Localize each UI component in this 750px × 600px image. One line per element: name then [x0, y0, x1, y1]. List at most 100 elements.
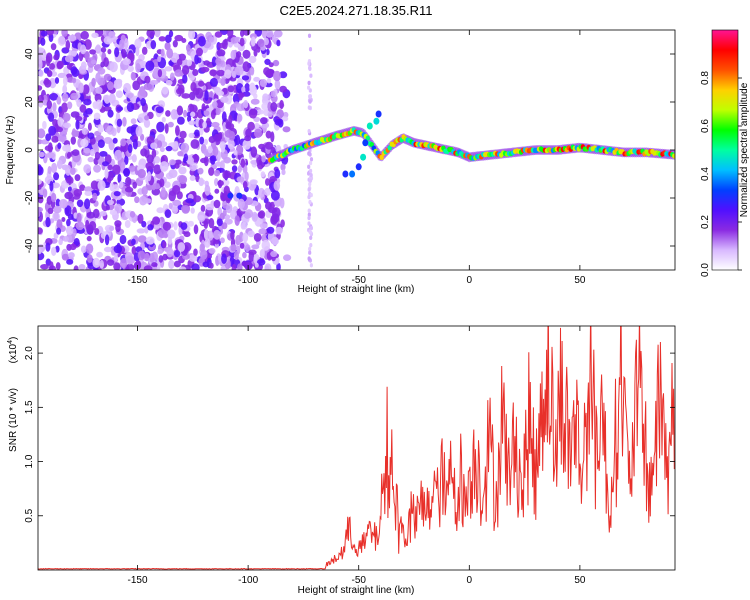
- spectrogram-cell: [216, 49, 226, 57]
- spectrogram-cell: [244, 135, 252, 142]
- spectrogram-cell: [273, 180, 281, 191]
- spectrogram-cell: [71, 149, 80, 157]
- spectrogram-cell: [207, 230, 214, 241]
- spectrogram-cell: [237, 92, 246, 98]
- spectrogram-cell: [38, 178, 42, 185]
- spectrogram-cell: [307, 85, 311, 90]
- spectrogram-cell: [250, 68, 255, 76]
- spectrogram-cell: [197, 167, 204, 175]
- spectrogram-cell: [215, 161, 223, 167]
- spectrogram-cell: [375, 110, 382, 118]
- spectrogram-cell: [208, 247, 216, 254]
- spectrogram-cell: [186, 156, 194, 165]
- spectrogram-cell: [220, 145, 226, 153]
- spectrogram-cell: [61, 217, 66, 222]
- spectrogram-cell: [309, 192, 313, 198]
- x-tick-label: 50: [574, 275, 586, 286]
- spectrogram-cell: [177, 151, 184, 157]
- spectrogram-cell: [157, 55, 162, 63]
- snr-series-line: [38, 326, 675, 570]
- x-tick-label: 0: [467, 575, 473, 586]
- spectrogram-cell: [264, 265, 270, 270]
- spectrogram-cell: [279, 99, 284, 110]
- spectrogram-cell: [105, 205, 110, 211]
- spectrogram-cell: [270, 190, 280, 201]
- spectrogram-cell: [50, 43, 57, 51]
- spectrogram-cell: [138, 60, 148, 69]
- colorbar-tick-label: 0.8: [700, 71, 711, 85]
- spectrogram-cell: [97, 67, 106, 75]
- spectrogram-cell: [309, 157, 314, 162]
- spectrogram-cell: [164, 34, 172, 43]
- snr-y-label: SNR (10 * v/v): [8, 388, 19, 452]
- spectrogram-cell: [251, 244, 260, 250]
- spectrogram-cell: [242, 139, 252, 150]
- spectrogram-cell: [165, 110, 171, 117]
- spectrogram-cell: [140, 133, 145, 141]
- spectrogram-cell: [49, 180, 54, 192]
- spectrogram-cell: [161, 86, 169, 95]
- spectrogram-cell: [62, 112, 71, 122]
- spectrogram-cell: [231, 263, 237, 270]
- spectrogram-cell: [76, 199, 84, 208]
- spectrogram-cell: [251, 211, 258, 222]
- spectrogram-cell: [189, 175, 196, 182]
- spectrogram-cell: [261, 155, 266, 163]
- spectrogram-cell: [174, 162, 180, 169]
- y-tick-label: 0.5: [24, 508, 35, 522]
- spectrogram-cell: [159, 146, 165, 153]
- spectrogram-cell: [49, 261, 54, 270]
- colorbar-tick-label: 0.6: [700, 119, 711, 133]
- spectrogram-cell: [240, 158, 246, 168]
- spectrogram-cell: [56, 126, 63, 133]
- x-tick-label: -100: [238, 575, 258, 586]
- spectrogram-cell: [260, 171, 266, 178]
- spectrogram-cell: [214, 31, 223, 38]
- spectrogram-cell: [172, 185, 181, 195]
- spectrogram-cell: [109, 209, 118, 216]
- spectrogram-x-ticks: -150 -100 -50 0 50: [128, 30, 586, 286]
- spectrogram-cell: [128, 165, 137, 172]
- spectrogram-cell: [168, 259, 175, 269]
- spectrogram-cell: [281, 169, 286, 176]
- spectrogram-cell: [95, 44, 101, 52]
- spectrogram-cell: [66, 218, 71, 227]
- spectrogram-cell: [266, 226, 275, 234]
- spectrogram-cell: [120, 257, 128, 269]
- spectrogram-cell: [52, 102, 57, 112]
- spectrogram-cell: [205, 31, 213, 41]
- spectrogram-cell: [195, 174, 200, 183]
- spectrogram-cell: [103, 246, 112, 253]
- spectrogram-cell: [127, 65, 134, 72]
- y-tick-label: 2.0: [24, 346, 35, 360]
- spectrogram-cell: [230, 49, 237, 60]
- spectrogram-cells: [38, 30, 675, 270]
- spectrogram-cell: [104, 234, 110, 246]
- spectrogram-cell: [253, 116, 261, 123]
- spectrogram-cell: [125, 255, 134, 265]
- spectrogram-cell: [227, 139, 235, 150]
- spectrogram-cell: [166, 247, 174, 258]
- spectrogram-cell: [263, 37, 269, 46]
- spectrogram-cell: [174, 34, 184, 42]
- spectrogram-cell: [196, 57, 202, 64]
- spectrogram-cell: [94, 228, 100, 235]
- y-tick-label: -40: [24, 238, 35, 253]
- spectrogram-cell: [56, 60, 64, 69]
- spectrogram-cell: [38, 47, 45, 53]
- snr-y-ticks: 0.5 1.0 1.5 2.0: [24, 346, 675, 523]
- spectrogram-cell: [221, 253, 227, 264]
- spectrogram-cell: [241, 86, 246, 93]
- spectrogram-cell: [61, 30, 68, 37]
- spectrogram-cell: [192, 69, 199, 76]
- spectrogram-cell: [38, 247, 42, 255]
- spectrogram-cell: [149, 252, 155, 263]
- spectrogram-cell: [279, 85, 287, 93]
- spectrogram-cell: [209, 262, 214, 269]
- spectrogram-cell: [56, 227, 62, 235]
- spectrogram-cell: [210, 110, 216, 120]
- spectrogram-cell: [244, 171, 249, 181]
- spectrogram-cell: [85, 243, 94, 254]
- spectrogram-cell: [261, 239, 271, 251]
- spectrogram-cell: [85, 108, 93, 115]
